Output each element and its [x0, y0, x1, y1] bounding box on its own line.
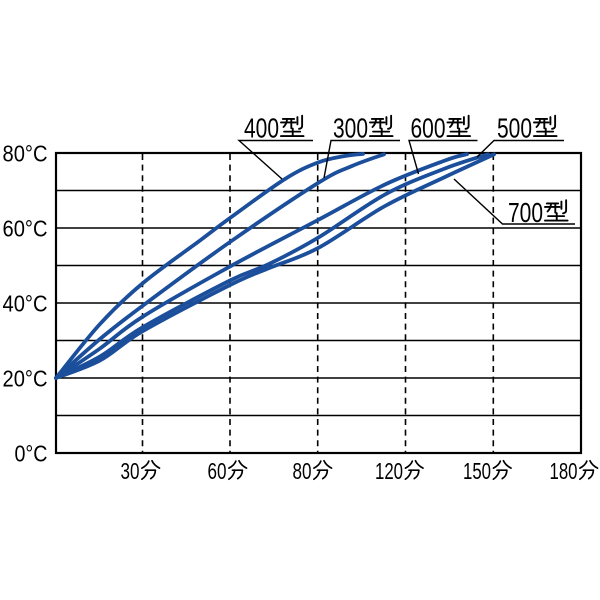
- svg-text:180: 180: [550, 458, 578, 484]
- svg-text:60°C: 60°C: [3, 216, 48, 242]
- svg-text:30: 30: [121, 458, 140, 484]
- svg-text:20°C: 20°C: [3, 366, 48, 392]
- svg-text:0°C: 0°C: [15, 441, 48, 467]
- svg-text:80: 80: [293, 458, 312, 484]
- svg-text:700: 700: [508, 197, 543, 228]
- svg-text:500: 500: [497, 113, 532, 144]
- svg-text:120: 120: [375, 458, 403, 484]
- svg-text:150: 150: [463, 458, 491, 484]
- svg-text:80°C: 80°C: [3, 141, 48, 167]
- svg-text:60: 60: [208, 458, 227, 484]
- svg-text:400: 400: [244, 113, 279, 144]
- svg-text:300: 300: [333, 113, 368, 144]
- svg-text:600: 600: [411, 113, 446, 144]
- svg-text:40°C: 40°C: [3, 291, 48, 317]
